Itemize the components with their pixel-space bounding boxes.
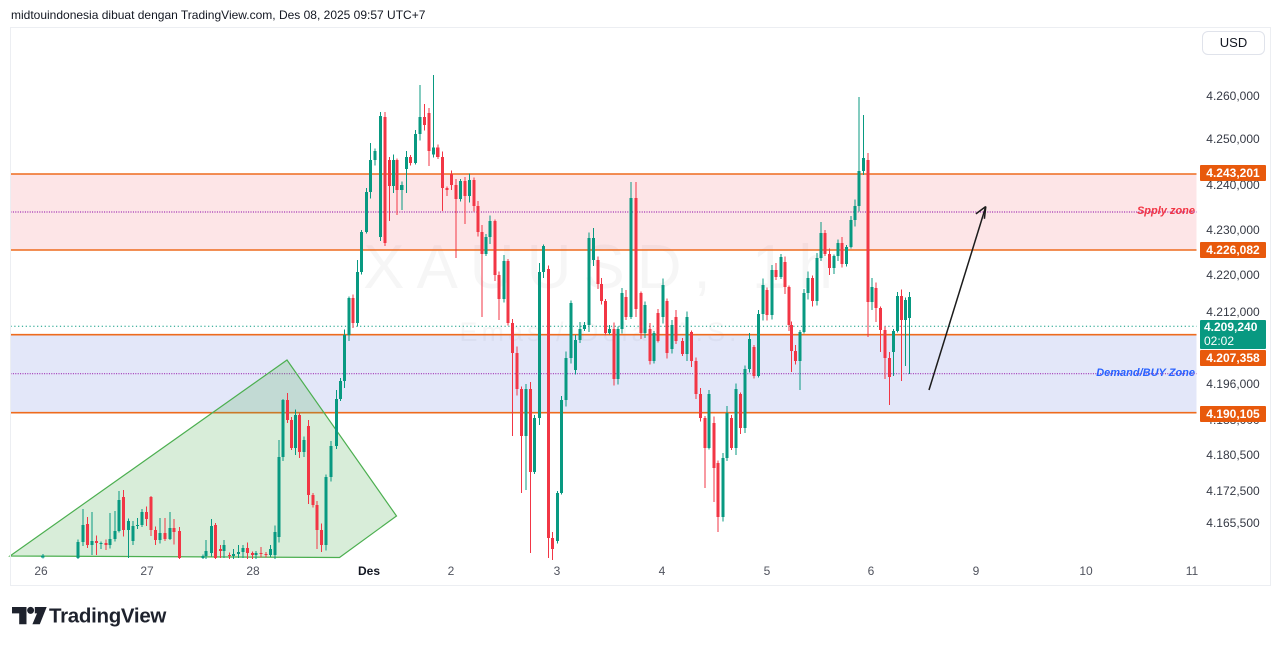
svg-text:TradingView: TradingView	[49, 605, 166, 628]
